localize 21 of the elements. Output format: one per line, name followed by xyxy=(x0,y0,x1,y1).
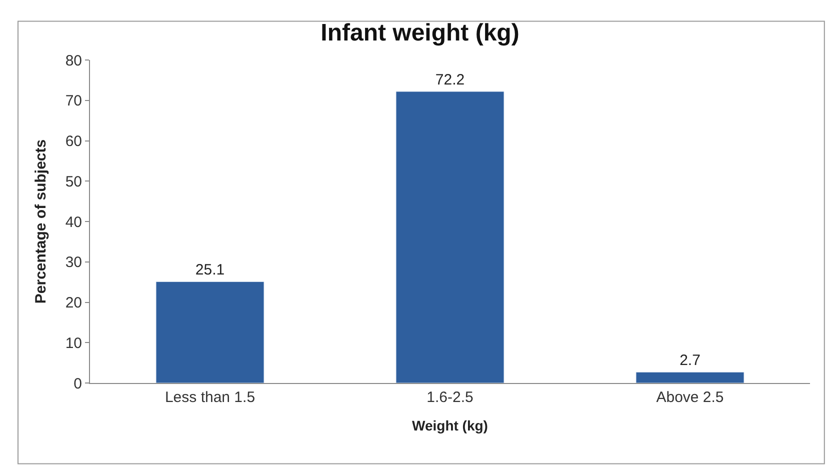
data-label: 72.2 xyxy=(435,71,465,88)
y-axis-title: Percentage of subjects xyxy=(32,139,50,304)
x-axis-title: Weight (kg) xyxy=(412,417,488,434)
bar xyxy=(636,372,744,383)
y-tick-label: 80 xyxy=(65,52,82,70)
data-label: 25.1 xyxy=(195,262,225,279)
chart-title: Infant weight (kg) xyxy=(320,19,520,46)
data-label: 2.7 xyxy=(680,352,700,370)
y-tick-label: 30 xyxy=(65,254,82,272)
y-tick-label: 20 xyxy=(65,294,82,312)
x-tick-label: 1.6-2.5 xyxy=(426,389,474,406)
y-tick-label: 60 xyxy=(65,133,82,150)
x-tick-label: Above 2.5 xyxy=(656,389,724,406)
y-tick-label: 50 xyxy=(65,173,82,190)
y-tick-label: 10 xyxy=(65,334,82,352)
y-tick-label: 70 xyxy=(65,92,82,110)
x-tick-label: Less than 1.5 xyxy=(164,389,256,406)
bar xyxy=(156,281,264,383)
y-tick-label: 40 xyxy=(65,214,82,231)
bar xyxy=(396,91,504,383)
y-tick-label: 0 xyxy=(74,375,82,392)
